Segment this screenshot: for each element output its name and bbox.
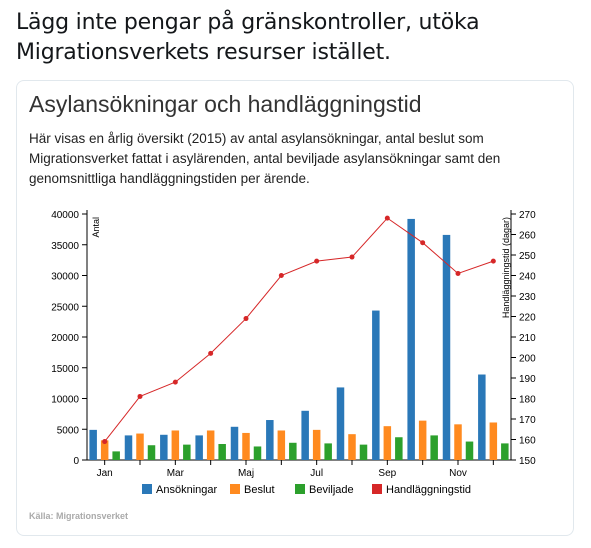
- bar-beviljade: [359, 444, 368, 460]
- legend-swatch-beviljade: [295, 484, 305, 494]
- legend-label-beslut: Beslut: [244, 484, 275, 496]
- legend-swatch-beslut: [230, 484, 240, 494]
- y-tick-label: 5000: [57, 425, 80, 436]
- bar-beslut: [277, 430, 286, 460]
- line-point: [243, 316, 249, 322]
- legend-swatch-ansökningar: [142, 484, 152, 494]
- x-tick-label: Maj: [238, 468, 254, 479]
- bar-beviljade: [147, 445, 156, 460]
- line-point: [278, 273, 284, 278]
- line-point: [420, 240, 426, 246]
- line-point: [137, 393, 143, 399]
- embedded-card[interactable]: Asylansökningar och handläggningstid Här…: [16, 80, 574, 536]
- bar-beviljade: [289, 442, 297, 460]
- line-point: [314, 258, 320, 264]
- bar-beviljade: [465, 441, 474, 460]
- bar-beslut: [171, 430, 180, 460]
- x-tick-label: Jan: [97, 468, 113, 479]
- series-line-handlaggningstid: [104, 217, 494, 442]
- bar-beslut: [100, 440, 109, 460]
- y-tick-label: 0: [73, 456, 79, 467]
- bar-beslut: [312, 429, 321, 460]
- y2-tick-label: 170: [519, 415, 536, 426]
- y2-tick-label: 270: [519, 210, 536, 221]
- y2-tick-label: 210: [519, 333, 536, 344]
- bar-beslut: [242, 432, 250, 460]
- y2-tick-label: 260: [519, 231, 536, 242]
- line-point: [455, 270, 461, 276]
- line-point: [490, 258, 496, 264]
- bar-beviljade: [183, 444, 191, 460]
- bar-ansökningar: [478, 374, 486, 460]
- bar-beviljade: [430, 435, 438, 460]
- chart-description: Här visas en årlig översikt (2015) av an…: [29, 131, 501, 186]
- legend-label-ansökningar: Ansökningar: [156, 484, 217, 496]
- y-axis-label: Antal: [91, 217, 101, 238]
- bar-beslut: [489, 422, 498, 460]
- line-point: [208, 350, 214, 356]
- bar-ansökningar: [442, 234, 451, 460]
- source-label: Källa: Migrationsverket: [29, 511, 129, 521]
- y2-tick-label: 180: [519, 395, 536, 406]
- bar-ansökningar: [266, 420, 274, 460]
- line-point: [102, 439, 108, 445]
- bar-beslut: [206, 430, 215, 460]
- bar-ansökningar: [160, 434, 168, 460]
- bar-beviljade: [501, 443, 509, 460]
- y2-tick-label: 150: [519, 456, 536, 467]
- bar-beviljade: [395, 437, 403, 460]
- y2-tick-label: 250: [519, 251, 536, 262]
- y2-tick-label: 200: [519, 354, 536, 365]
- y-tick-label: 10000: [51, 395, 79, 406]
- bar-ansökningar: [336, 387, 345, 460]
- bar-beslut: [383, 426, 392, 460]
- bar-beslut: [348, 434, 356, 460]
- bar-ansökningar: [407, 218, 415, 460]
- y2-axis-label: Handläggningstid (dagar): [501, 217, 511, 318]
- bar-beviljade: [324, 443, 332, 460]
- bar-beslut: [454, 424, 462, 460]
- line-point: [349, 254, 355, 260]
- y-tick-label: 15000: [51, 364, 79, 375]
- x-tick-label: Jul: [310, 468, 323, 479]
- y-tick-label: 20000: [51, 333, 79, 344]
- y-tick-label: 40000: [51, 210, 79, 221]
- tweet-text: Lägg inte pengar på gränskontroller, utö…: [16, 10, 480, 65]
- bar-ansökningar: [195, 435, 203, 460]
- y-tick-label: 25000: [51, 302, 79, 313]
- bar-ansökningar: [89, 429, 97, 460]
- legend-swatch-handläggningstid: [372, 484, 382, 494]
- line-point: [172, 379, 178, 385]
- y2-tick-label: 240: [519, 272, 536, 283]
- legend-label-handläggningstid: Handläggningstid: [386, 484, 471, 496]
- x-tick-label: Sep: [378, 468, 396, 479]
- y2-tick-label: 190: [519, 374, 536, 385]
- bar-beviljade: [253, 446, 262, 460]
- y2-tick-label: 220: [519, 313, 536, 324]
- y-tick-label: 30000: [51, 272, 79, 283]
- bar-ansökningar: [301, 410, 309, 460]
- bar-ansökningar: [124, 435, 133, 460]
- chart-title: Asylansökningar och handläggningstid: [29, 91, 422, 117]
- x-tick-label: Mar: [167, 468, 185, 479]
- line-point: [384, 215, 390, 221]
- x-tick-label: Nov: [449, 468, 467, 479]
- bar-ansökningar: [372, 310, 380, 460]
- y2-tick-label: 160: [519, 436, 536, 447]
- bar-beslut: [136, 433, 144, 460]
- y2-tick-label: 230: [519, 292, 536, 303]
- chart: 0 5000 10000 15000 20000 25000 30000 35000 40000…: [51, 210, 536, 496]
- legend-label-beviljade: Beviljade: [309, 484, 354, 496]
- y-tick-label: 35000: [51, 241, 79, 252]
- bar-beviljade: [112, 451, 120, 460]
- bar-ansökningar: [230, 426, 239, 460]
- bar-beslut: [418, 420, 427, 460]
- bar-beviljade: [218, 444, 226, 460]
